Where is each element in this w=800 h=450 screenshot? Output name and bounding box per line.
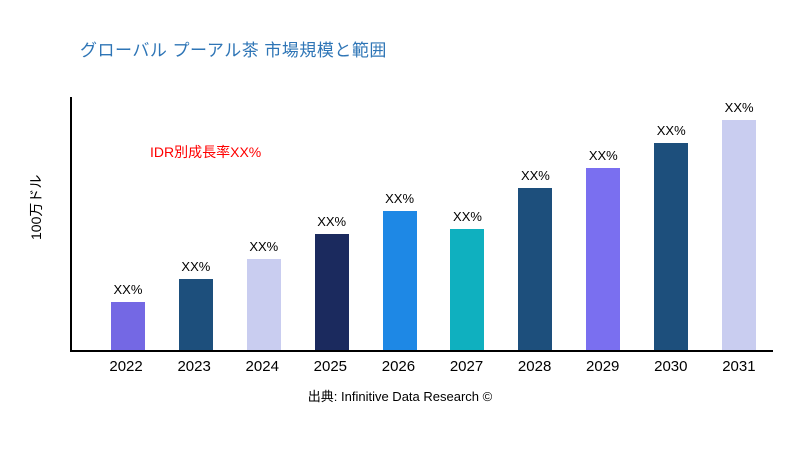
bar-value-label-2023: XX% <box>181 259 211 275</box>
x-tick-2027: 2027 <box>449 358 484 375</box>
bar-2030 <box>654 142 689 350</box>
x-tick-2031: 2031 <box>722 358 756 375</box>
bar-value-label-2029: XX% <box>588 147 618 163</box>
bar-value-label-2031: XX% <box>724 99 754 115</box>
x-tick-2028: 2028 <box>517 358 552 375</box>
bar-2031 <box>722 119 757 350</box>
x-axis-ticks: 2022 2023 2024 2025 2026 2027 2028 2029 2030 2031 <box>70 358 773 375</box>
bar-2029 <box>586 167 621 350</box>
x-tick-2030: 2030 <box>654 358 688 375</box>
bar-2023 <box>178 279 213 350</box>
y-axis-label: 100万ドル <box>28 174 44 240</box>
bar-value-label-2028: XX% <box>520 168 550 184</box>
bar-2022 <box>110 301 145 350</box>
x-tick-2024: 2024 <box>245 358 279 375</box>
bar-2026 <box>382 210 417 350</box>
bar-value-label-2026: XX% <box>385 190 415 206</box>
x-tick-2022: 2022 <box>109 358 143 375</box>
bar-value-label-2024: XX% <box>249 238 279 254</box>
bar-2025 <box>314 233 349 350</box>
growth-rate-annotation: IDR別成長率XX% <box>150 144 262 160</box>
bar-group-2024: XX% <box>230 97 298 350</box>
x-tick-2023: 2023 <box>177 358 211 375</box>
bar-group-2031: XX% <box>705 97 773 350</box>
chart-title: グローバル プーアル茶 市場規模と範囲 <box>80 41 387 60</box>
plot-area: XX% XX% XX% XX% XX% XX% XX% XX% XX% XX% <box>70 97 773 352</box>
bar-group-2030: XX% <box>637 97 705 350</box>
bar-2024 <box>246 258 281 350</box>
bar-value-label-2022: XX% <box>113 281 143 297</box>
source-caption: 出典: Infinitive Data Research © <box>307 389 493 404</box>
bar-group-2029: XX% <box>569 97 637 350</box>
bar-group-2023: XX% <box>162 97 230 350</box>
x-tick-2029: 2029 <box>586 358 620 375</box>
bar-group-2027: XX% <box>434 97 502 350</box>
bar-value-label-2030: XX% <box>656 122 686 138</box>
x-tick-2025: 2025 <box>313 358 348 375</box>
bar-group-2028: XX% <box>501 97 569 350</box>
bar-2027 <box>450 228 485 350</box>
bar-value-label-2027: XX% <box>453 208 482 224</box>
bar-group-2026: XX% <box>366 97 434 350</box>
bar-2028 <box>518 188 553 350</box>
bar-group-2025: XX% <box>298 97 366 350</box>
bar-group-2022: XX% <box>94 97 162 350</box>
bars-container: XX% XX% XX% XX% XX% XX% XX% XX% XX% XX% <box>72 97 773 350</box>
bar-value-label-2025: XX% <box>317 213 347 229</box>
x-tick-2026: 2026 <box>381 358 416 375</box>
